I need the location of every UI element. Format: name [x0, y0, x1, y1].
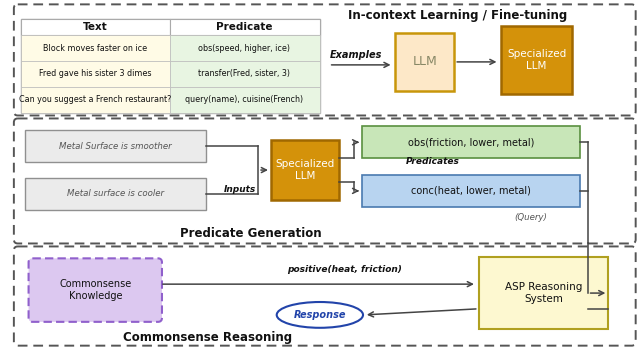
Bar [170, 61, 320, 87]
Bar [20, 19, 320, 113]
Bar [170, 87, 320, 113]
Text: Metal surface is cooler: Metal surface is cooler [67, 189, 164, 198]
Text: Predicates: Predicates [406, 157, 460, 166]
Ellipse shape [276, 302, 363, 328]
Text: (Query): (Query) [515, 213, 547, 222]
Bar [25, 130, 206, 162]
Text: Text: Text [83, 22, 108, 32]
Bar [396, 33, 454, 91]
Text: Metal Surface is smoother: Metal Surface is smoother [59, 142, 172, 151]
Bar [170, 35, 320, 61]
Text: ASP Reasoning
System: ASP Reasoning System [505, 282, 582, 304]
Text: Fred gave his sister 3 dimes: Fred gave his sister 3 dimes [39, 69, 152, 78]
Bar [479, 257, 608, 329]
Bar [20, 61, 170, 87]
Text: Can you suggest a French restaurant?: Can you suggest a French restaurant? [19, 95, 172, 104]
Text: Examples: Examples [330, 50, 382, 60]
Text: Commonsense
Knowledge: Commonsense Knowledge [59, 279, 131, 301]
Text: query(name), cuisine(French): query(name), cuisine(French) [186, 95, 303, 104]
Bar [20, 35, 170, 61]
Text: Predicate Generation: Predicate Generation [180, 227, 322, 240]
Bar [501, 26, 572, 94]
Text: Specialized
LLM: Specialized LLM [507, 49, 566, 71]
Text: Inputs: Inputs [223, 185, 255, 195]
Bar [362, 126, 580, 158]
Text: positive(heat, friction): positive(heat, friction) [287, 265, 402, 274]
Bar [20, 87, 170, 113]
Text: Commonsense Reasoning: Commonsense Reasoning [122, 331, 292, 344]
Bar [170, 19, 320, 35]
Text: LLM: LLM [412, 55, 437, 68]
Bar [362, 175, 580, 207]
Text: transfer(Fred, sister, 3): transfer(Fred, sister, 3) [198, 69, 291, 78]
FancyBboxPatch shape [29, 258, 162, 322]
Text: obs(friction, lower, metal): obs(friction, lower, metal) [408, 137, 534, 147]
Text: Response: Response [294, 310, 346, 320]
Bar [25, 178, 206, 210]
Bar [271, 140, 339, 200]
Bar [20, 19, 170, 35]
Text: Specialized
LLM: Specialized LLM [276, 159, 335, 181]
Text: In-context Learning / Fine-tuning: In-context Learning / Fine-tuning [348, 9, 567, 22]
Text: obs(speed, higher, ice): obs(speed, higher, ice) [198, 43, 291, 53]
Text: Predicate: Predicate [216, 22, 273, 32]
Text: conc(heat, lower, metal): conc(heat, lower, metal) [411, 186, 531, 196]
Text: Block moves faster on ice: Block moves faster on ice [44, 43, 147, 53]
